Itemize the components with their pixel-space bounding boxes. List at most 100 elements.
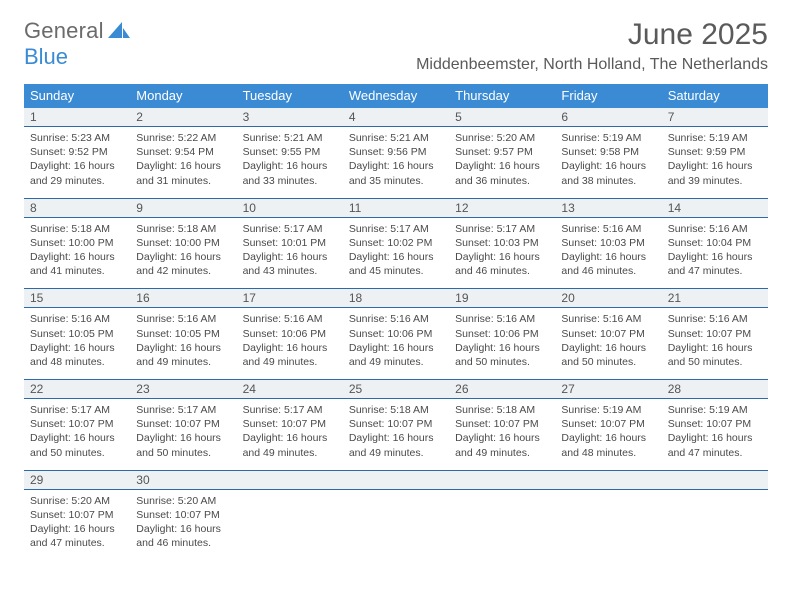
sunset-text: Sunset: 10:07 PM bbox=[30, 508, 124, 522]
empty-cell bbox=[237, 490, 343, 561]
daylight-text: Daylight: 16 hours and 46 minutes. bbox=[455, 250, 549, 278]
logo-sail-icon bbox=[108, 22, 130, 40]
day-number: 9 bbox=[130, 199, 236, 217]
week-row: Sunrise: 5:18 AMSunset: 10:00 PMDaylight… bbox=[24, 218, 768, 289]
day-number: 22 bbox=[24, 380, 130, 398]
sunrise-text: Sunrise: 5:18 AM bbox=[136, 222, 230, 236]
sunrise-text: Sunrise: 5:20 AM bbox=[455, 131, 549, 145]
sunset-text: Sunset: 10:00 PM bbox=[136, 236, 230, 250]
day-number bbox=[343, 471, 449, 489]
day-cell: Sunrise: 5:19 AMSunset: 10:07 PMDaylight… bbox=[555, 399, 661, 470]
day-number-row: 2930 bbox=[24, 470, 768, 490]
day-cell: Sunrise: 5:16 AMSunset: 10:04 PMDaylight… bbox=[662, 218, 768, 289]
sunrise-text: Sunrise: 5:17 AM bbox=[243, 403, 337, 417]
sunrise-text: Sunrise: 5:16 AM bbox=[349, 312, 443, 326]
daylight-text: Daylight: 16 hours and 41 minutes. bbox=[30, 250, 124, 278]
daylight-text: Daylight: 16 hours and 39 minutes. bbox=[668, 159, 762, 187]
daylight-text: Daylight: 16 hours and 46 minutes. bbox=[136, 522, 230, 550]
daylight-text: Daylight: 16 hours and 29 minutes. bbox=[30, 159, 124, 187]
day-cell: Sunrise: 5:16 AMSunset: 10:03 PMDaylight… bbox=[555, 218, 661, 289]
sunrise-text: Sunrise: 5:17 AM bbox=[455, 222, 549, 236]
sunrise-text: Sunrise: 5:19 AM bbox=[561, 131, 655, 145]
day-cell: Sunrise: 5:20 AMSunset: 10:07 PMDaylight… bbox=[24, 490, 130, 561]
sunset-text: Sunset: 10:03 PM bbox=[561, 236, 655, 250]
daylight-text: Daylight: 16 hours and 31 minutes. bbox=[136, 159, 230, 187]
sunset-text: Sunset: 10:07 PM bbox=[349, 417, 443, 431]
logo: General bbox=[24, 18, 130, 44]
daylight-text: Daylight: 16 hours and 47 minutes. bbox=[668, 250, 762, 278]
sunrise-text: Sunrise: 5:16 AM bbox=[30, 312, 124, 326]
sunset-text: Sunset: 10:00 PM bbox=[30, 236, 124, 250]
sunset-text: Sunset: 10:07 PM bbox=[30, 417, 124, 431]
day-number: 13 bbox=[555, 199, 661, 217]
day-number: 17 bbox=[237, 289, 343, 307]
daylight-text: Daylight: 16 hours and 50 minutes. bbox=[455, 341, 549, 369]
daylight-text: Daylight: 16 hours and 42 minutes. bbox=[136, 250, 230, 278]
daylight-text: Daylight: 16 hours and 36 minutes. bbox=[455, 159, 549, 187]
day-number: 5 bbox=[449, 108, 555, 126]
weekday-header: Thursday bbox=[449, 84, 555, 108]
daylight-text: Daylight: 16 hours and 33 minutes. bbox=[243, 159, 337, 187]
sunrise-text: Sunrise: 5:16 AM bbox=[668, 222, 762, 236]
daylight-text: Daylight: 16 hours and 48 minutes. bbox=[30, 341, 124, 369]
sunrise-text: Sunrise: 5:18 AM bbox=[30, 222, 124, 236]
daylight-text: Daylight: 16 hours and 49 minutes. bbox=[455, 431, 549, 459]
sunrise-text: Sunrise: 5:17 AM bbox=[243, 222, 337, 236]
sunset-text: Sunset: 10:03 PM bbox=[455, 236, 549, 250]
weekday-header: Wednesday bbox=[343, 84, 449, 108]
sunrise-text: Sunrise: 5:16 AM bbox=[561, 312, 655, 326]
week-row: Sunrise: 5:20 AMSunset: 10:07 PMDaylight… bbox=[24, 490, 768, 561]
sunset-text: Sunset: 10:06 PM bbox=[455, 327, 549, 341]
daylight-text: Daylight: 16 hours and 50 minutes. bbox=[561, 341, 655, 369]
week-row: Sunrise: 5:17 AMSunset: 10:07 PMDaylight… bbox=[24, 399, 768, 470]
day-number: 7 bbox=[662, 108, 768, 126]
day-number: 1 bbox=[24, 108, 130, 126]
sunset-text: Sunset: 10:07 PM bbox=[668, 417, 762, 431]
title-block: June 2025 Middenbeemster, North Holland,… bbox=[416, 18, 768, 74]
daylight-text: Daylight: 16 hours and 47 minutes. bbox=[668, 431, 762, 459]
weekday-header: Saturday bbox=[662, 84, 768, 108]
daylight-text: Daylight: 16 hours and 49 minutes. bbox=[243, 341, 337, 369]
day-number-row: 891011121314 bbox=[24, 198, 768, 218]
sunset-text: Sunset: 10:07 PM bbox=[668, 327, 762, 341]
day-number: 11 bbox=[343, 199, 449, 217]
day-cell: Sunrise: 5:19 AMSunset: 9:58 PMDaylight:… bbox=[555, 127, 661, 198]
sunset-text: Sunset: 10:06 PM bbox=[349, 327, 443, 341]
day-cell: Sunrise: 5:17 AMSunset: 10:01 PMDaylight… bbox=[237, 218, 343, 289]
sunset-text: Sunset: 10:07 PM bbox=[561, 327, 655, 341]
day-cell: Sunrise: 5:17 AMSunset: 10:07 PMDaylight… bbox=[130, 399, 236, 470]
day-cell: Sunrise: 5:20 AMSunset: 9:57 PMDaylight:… bbox=[449, 127, 555, 198]
daylight-text: Daylight: 16 hours and 50 minutes. bbox=[668, 341, 762, 369]
daylight-text: Daylight: 16 hours and 49 minutes. bbox=[349, 341, 443, 369]
sunset-text: Sunset: 10:07 PM bbox=[561, 417, 655, 431]
daylight-text: Daylight: 16 hours and 50 minutes. bbox=[30, 431, 124, 459]
day-cell: Sunrise: 5:19 AMSunset: 10:07 PMDaylight… bbox=[662, 399, 768, 470]
sunset-text: Sunset: 10:07 PM bbox=[136, 508, 230, 522]
daylight-text: Daylight: 16 hours and 46 minutes. bbox=[561, 250, 655, 278]
day-cell: Sunrise: 5:18 AMSunset: 10:07 PMDaylight… bbox=[449, 399, 555, 470]
weekday-header: Monday bbox=[130, 84, 236, 108]
day-number: 6 bbox=[555, 108, 661, 126]
month-title: June 2025 bbox=[416, 18, 768, 52]
day-number bbox=[555, 471, 661, 489]
logo-text-1: General bbox=[24, 18, 104, 44]
sunset-text: Sunset: 10:07 PM bbox=[243, 417, 337, 431]
sunset-text: Sunset: 9:56 PM bbox=[349, 145, 443, 159]
logo-text-2: Blue bbox=[24, 44, 68, 70]
day-number: 10 bbox=[237, 199, 343, 217]
day-cell: Sunrise: 5:16 AMSunset: 10:07 PMDaylight… bbox=[555, 308, 661, 379]
day-cell: Sunrise: 5:18 AMSunset: 10:00 PMDaylight… bbox=[24, 218, 130, 289]
sunrise-text: Sunrise: 5:20 AM bbox=[136, 494, 230, 508]
weekday-header-row: SundayMondayTuesdayWednesdayThursdayFrid… bbox=[24, 84, 768, 108]
daylight-text: Daylight: 16 hours and 38 minutes. bbox=[561, 159, 655, 187]
weekday-header: Sunday bbox=[24, 84, 130, 108]
day-number: 16 bbox=[130, 289, 236, 307]
sunrise-text: Sunrise: 5:20 AM bbox=[30, 494, 124, 508]
header: General June 2025 Middenbeemster, North … bbox=[24, 18, 768, 74]
day-number: 2 bbox=[130, 108, 236, 126]
day-cell: Sunrise: 5:18 AMSunset: 10:07 PMDaylight… bbox=[343, 399, 449, 470]
day-number: 29 bbox=[24, 471, 130, 489]
sunrise-text: Sunrise: 5:17 AM bbox=[136, 403, 230, 417]
day-cell: Sunrise: 5:19 AMSunset: 9:59 PMDaylight:… bbox=[662, 127, 768, 198]
day-cell: Sunrise: 5:17 AMSunset: 10:03 PMDaylight… bbox=[449, 218, 555, 289]
